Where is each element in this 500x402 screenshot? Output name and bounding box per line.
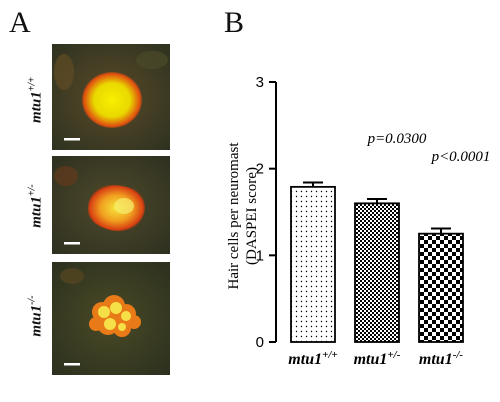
bar [418,232,464,343]
scale-bar [64,242,80,245]
y-axis-title-line1: Hair cells per neuromast [226,142,242,290]
micrograph-heterozygous [52,156,170,254]
x-category-label: mtu1+/+ [288,349,337,368]
x-category-label: mtu1+/- [354,349,401,368]
p-value-annotation: p<0.0001 [431,149,491,165]
x-category-label: mtu1-/- [419,349,464,368]
y-tick-label: 0 [256,334,264,351]
scale-bar [64,363,80,366]
p-value-annotation: p=0.0300 [367,131,427,147]
bar [290,185,336,343]
y-tick-label: 2 [256,161,264,178]
y-tick-label: 3 [256,74,264,91]
micrograph-wild-type [52,44,170,150]
y-axis-title-line2: (DASPEI score) [244,167,260,265]
micrograph-homozygous [52,262,170,375]
panel-a-label: A [9,6,31,39]
scale-bar [64,138,80,141]
bar [354,202,400,343]
y-tick-label: 1 [256,247,264,264]
panel-b-label: B [224,6,245,39]
